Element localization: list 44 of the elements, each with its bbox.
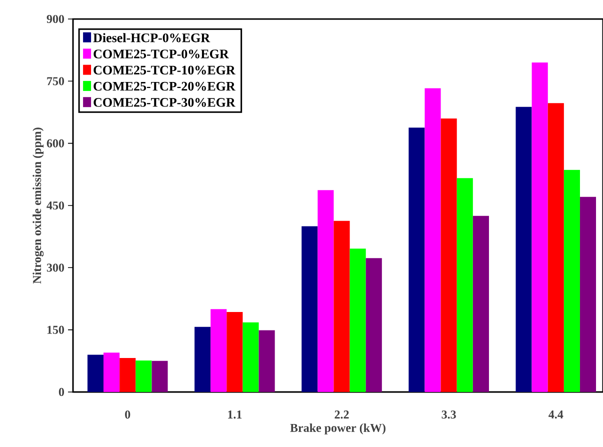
bar bbox=[302, 226, 318, 392]
y-tick-label: 900 bbox=[46, 14, 64, 24]
x-axis-title: Brake power (kW) bbox=[290, 424, 386, 434]
bar bbox=[152, 360, 168, 392]
bar bbox=[472, 216, 489, 392]
bar bbox=[580, 196, 596, 392]
x-tick-label: 2.2 bbox=[334, 410, 349, 419]
bar bbox=[87, 354, 104, 392]
legend-label: COME25-TCP-20%EGR bbox=[94, 82, 236, 91]
y-tick-label: 150 bbox=[47, 326, 64, 334]
bar bbox=[440, 118, 457, 392]
bar bbox=[242, 322, 259, 392]
legend-label: COME25-TCP-30%EGR bbox=[94, 98, 236, 107]
bar bbox=[120, 358, 136, 392]
bar bbox=[226, 312, 243, 392]
y-tick-label: 750 bbox=[47, 77, 64, 86]
bar bbox=[258, 330, 275, 392]
x-tick-label: 4.4 bbox=[548, 410, 564, 419]
y-tick-label: 0 bbox=[58, 388, 64, 396]
bar bbox=[408, 128, 425, 392]
y-tick-label: 300 bbox=[46, 264, 64, 272]
bar bbox=[456, 178, 473, 392]
bar bbox=[334, 220, 350, 392]
legend-label: COME25-TCP-0%EGR bbox=[94, 50, 229, 58]
bar bbox=[350, 248, 366, 392]
bar bbox=[366, 258, 382, 392]
y-tick-label: 450 bbox=[46, 201, 64, 210]
bar bbox=[136, 360, 152, 392]
bar bbox=[194, 326, 211, 392]
bar bbox=[210, 309, 227, 392]
legend-label: COME25-TCP-10%EGR bbox=[94, 66, 236, 75]
x-tick-label: 1.1 bbox=[228, 410, 242, 419]
bar bbox=[532, 62, 548, 392]
bar bbox=[104, 352, 120, 392]
bar bbox=[516, 106, 532, 392]
legend-label: Diesel-HCP-0%EGR bbox=[93, 33, 210, 42]
x-tick-label: 3.3 bbox=[442, 410, 456, 419]
y-axis-title: Nitrogen oxide emission (ppm) bbox=[32, 128, 44, 284]
bar bbox=[564, 170, 580, 392]
bar bbox=[424, 88, 441, 392]
x-tick-label: 0 bbox=[125, 410, 130, 419]
y-tick-label: 600 bbox=[46, 139, 64, 148]
bar bbox=[548, 103, 564, 392]
bar bbox=[318, 190, 334, 392]
